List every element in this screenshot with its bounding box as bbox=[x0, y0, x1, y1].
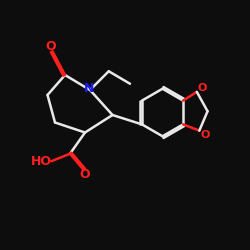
Text: O: O bbox=[80, 168, 90, 181]
Text: HO: HO bbox=[31, 155, 52, 168]
Text: O: O bbox=[200, 130, 209, 140]
Text: O: O bbox=[198, 84, 207, 94]
Text: O: O bbox=[46, 40, 56, 53]
Text: N: N bbox=[84, 82, 94, 95]
